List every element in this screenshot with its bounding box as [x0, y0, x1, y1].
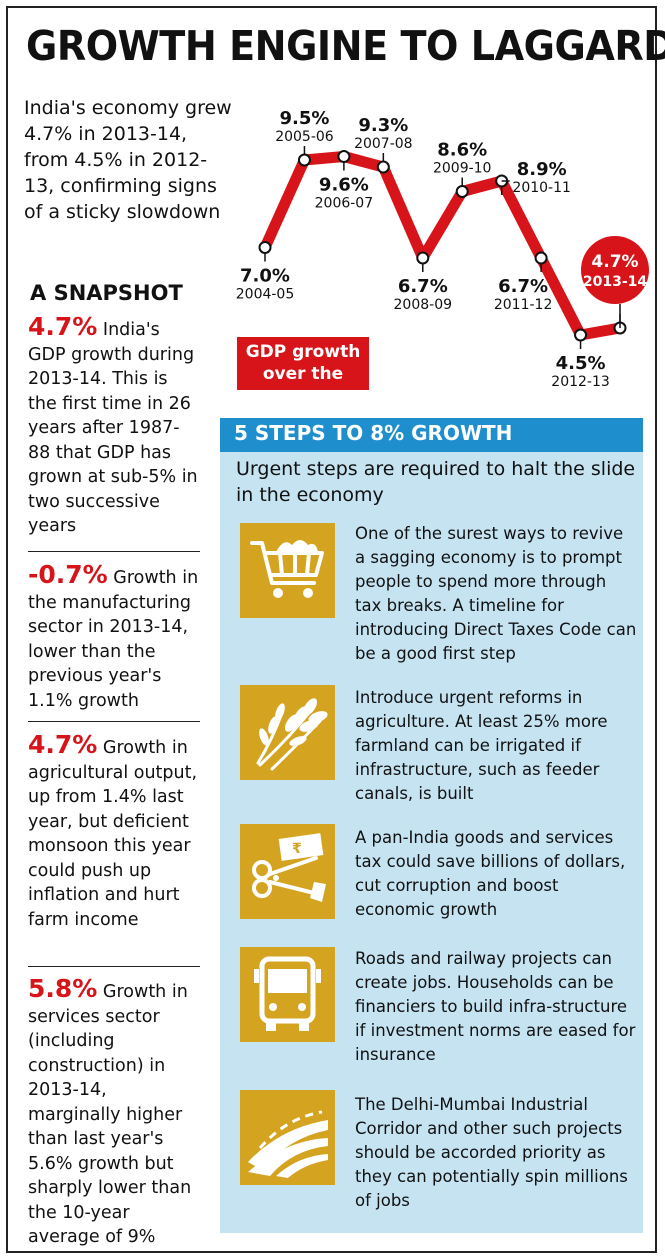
shopping-cart-icon: [240, 523, 335, 618]
chart-line-layer: [259, 151, 626, 341]
data-label-value: 8.6%: [437, 140, 487, 161]
snapshot-value: 4.7%: [28, 312, 98, 341]
intro-text: India's economy grew 4.7% in 2013-14, fr…: [24, 97, 232, 223]
steps-panel: 5 STEPS TO 8% GROWTH Urgent steps are re…: [220, 418, 643, 1233]
data-label-value: 9.6%: [319, 175, 369, 196]
snapshot-text: India's GDP growth during 2013-14. This …: [28, 320, 198, 536]
gdp-series-line: [259, 151, 626, 341]
chart-title-badge: GDP growth over the years: [237, 337, 369, 406]
divider: [28, 551, 200, 552]
data-point: [337, 150, 351, 163]
snapshot-item: 5.8% Growth in services sector (includin…: [28, 974, 200, 1250]
data-label-value: 4.7%: [591, 252, 638, 272]
data-label-category: 2008-09: [394, 297, 453, 313]
snapshot-item: 4.7% India's GDP growth during 2013-14. …: [28, 312, 200, 539]
steps-header-bar: 5 STEPS TO 8% GROWTH: [220, 418, 643, 452]
highway-icon: [240, 1090, 335, 1185]
data-label-category: 2011-12: [494, 297, 552, 313]
snapshot-text: Growth in services sector (including con…: [28, 982, 192, 1247]
data-label-value: 6.7%: [498, 276, 548, 297]
chart-title-line-1: GDP growth: [245, 342, 361, 362]
snapshot-item: 4.7% Growth in agricultural output, up f…: [28, 730, 200, 932]
step-text: Introduce urgent reforms in agriculture.…: [355, 688, 608, 803]
highlight-badge: [581, 236, 649, 304]
snapshot-value: 5.8%: [28, 974, 98, 1003]
snapshot-text: Growth in agricultural output, up from 1…: [28, 738, 198, 930]
divider: [28, 721, 200, 722]
data-label-value: 9.5%: [279, 108, 329, 129]
page-title: GROWTH ENGINE TO LAGGARD: [26, 22, 665, 70]
snapshot-value: -0.7%: [28, 560, 108, 589]
data-point: [534, 251, 548, 265]
data-label-category: 2005-06: [275, 129, 334, 145]
snapshot-heading: A SNAPSHOT: [30, 281, 183, 305]
steps-subtitle: Urgent steps are required to halt the sl…: [236, 458, 636, 506]
data-point: [574, 328, 588, 342]
data-label-value: 8.9%: [517, 159, 567, 180]
data-label-category: 2012-13: [551, 374, 610, 390]
data-point: [297, 153, 311, 167]
gdp-line-chart: 7.0%2004-059.5%2005-069.6%2006-079.3%200…: [236, 108, 649, 390]
infographic-frame: [6, 6, 657, 1253]
svg-text:₹: ₹: [292, 841, 302, 857]
snapshot-item: -0.7% Growth in the manufacturing sector…: [28, 560, 200, 713]
step-text: A pan-India goods and services tax could…: [355, 828, 626, 919]
step-text: The Delhi-Mumbai Industrial Corridor and…: [355, 1095, 628, 1210]
data-label-category: 2007-08: [354, 136, 413, 152]
snapshot-value: 4.7%: [28, 730, 98, 759]
data-point: [258, 241, 272, 254]
scissors-rupee-note-icon: ₹: [240, 824, 335, 919]
data-label-category: 2006-07: [315, 196, 374, 212]
step-text: Roads and railway projects can create jo…: [355, 949, 636, 1064]
step-text: One of the surest ways to revive a saggi…: [355, 524, 637, 663]
wheat-icon: [240, 685, 335, 780]
data-label-category: 2009-10: [433, 161, 492, 177]
data-point: [376, 160, 390, 174]
bus-icon: [240, 947, 335, 1042]
data-label-value: 6.7%: [398, 276, 448, 297]
data-label-value: 7.0%: [240, 266, 290, 287]
steps-title: 5 STEPS TO 8% GROWTH: [234, 421, 513, 445]
snapshot-text: Growth in the manufacturing sector in 20…: [28, 568, 199, 711]
data-point: [455, 185, 469, 198]
data-point: [416, 251, 430, 265]
divider: [28, 966, 200, 967]
chart-marks-layer: 7.0%2004-059.5%2005-069.6%2006-079.3%200…: [236, 108, 649, 390]
data-label-category: 2004-05: [236, 287, 295, 303]
data-label-value: 4.5%: [556, 353, 606, 374]
data-label-value: 9.3%: [358, 115, 408, 136]
data-label-category: 2010-11: [512, 180, 571, 196]
data-label-category: 2013-14: [583, 274, 648, 290]
chart-title-line-2: over the years: [262, 364, 344, 406]
